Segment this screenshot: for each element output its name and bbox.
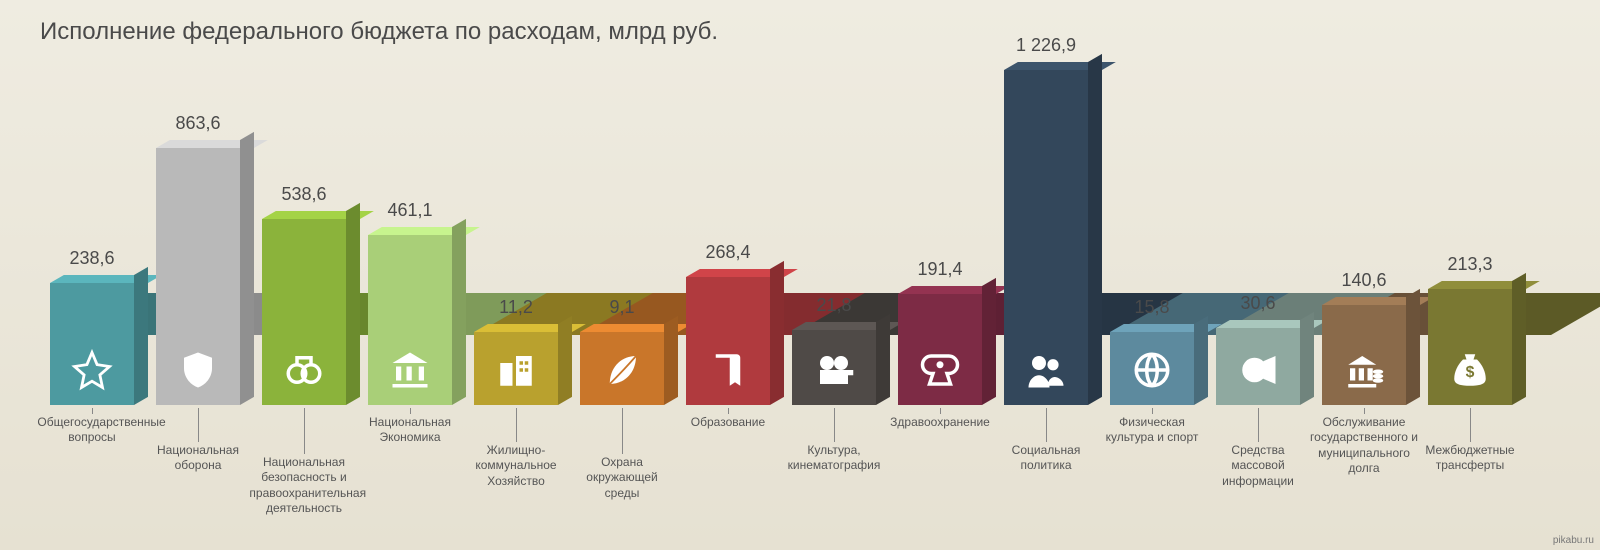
- category-label: Общегосударственные вопросы: [37, 415, 146, 446]
- category-label: Жилищно-коммунальное Хозяйство: [461, 443, 570, 489]
- category-column: 1 226,9Социальная политика: [1004, 70, 1088, 540]
- bar: 538,6: [262, 219, 346, 335]
- housing-icon: [474, 335, 558, 405]
- bar: 461,1: [368, 235, 452, 335]
- bar: 213,3: [1428, 289, 1512, 335]
- bank-icon: [368, 335, 452, 405]
- category-column: 213,3$Межбюджетные трансферты: [1428, 70, 1512, 540]
- axis-tick: [304, 408, 305, 454]
- bar-value-label: 191,4: [898, 259, 982, 280]
- category-label: Физическая культура и спорт: [1097, 415, 1206, 446]
- ball-icon: [1110, 335, 1194, 405]
- category-column: 11,2Жилищно-коммунальное Хозяйство: [474, 70, 558, 540]
- bar: 30,6: [1216, 328, 1300, 335]
- health-icon: [898, 335, 982, 405]
- bar: 140,6: [1322, 305, 1406, 335]
- axis-tick: [940, 408, 941, 414]
- axis-tick: [622, 408, 623, 454]
- bag-icon: $: [1428, 335, 1512, 405]
- bar: 268,4: [686, 277, 770, 335]
- category-label: Культура, кинематография: [779, 443, 888, 474]
- chart-title: Исполнение федерального бюджета по расхо…: [40, 18, 718, 46]
- bar-value-label: 538,6: [262, 184, 346, 205]
- category-column: 538,6Национальная безопасность и правоох…: [262, 70, 346, 540]
- category-label: Образование: [673, 415, 782, 430]
- bar: 191,4: [898, 294, 982, 335]
- axis-tick: [1364, 408, 1365, 414]
- axis-tick: [728, 408, 729, 414]
- budget-bar-chart: 238,6Общегосударственные вопросы863,6Нац…: [50, 70, 1570, 540]
- cuffs-icon: [262, 335, 346, 405]
- axis-tick: [1046, 408, 1047, 442]
- bar-value-label: 30,6: [1216, 293, 1300, 314]
- film-icon: [792, 335, 876, 405]
- bar-value-label: 268,4: [686, 242, 770, 263]
- category-label: Национальная Экономика: [355, 415, 464, 446]
- category-label: Национальная безопасность и правоохранит…: [249, 455, 358, 516]
- axis-tick: [516, 408, 517, 442]
- bar-value-label: 11,2: [474, 297, 558, 318]
- bar-value-label: 863,6: [156, 113, 240, 134]
- bar-value-label: 140,6: [1322, 270, 1406, 291]
- bar: 1 226,9: [1004, 70, 1088, 335]
- category-column: 21,8Культура, кинематография: [792, 70, 876, 540]
- category-label: Средства массовой информации: [1203, 443, 1312, 489]
- category-label: Межбюджетные трансферты: [1415, 443, 1524, 474]
- category-column: 863,6Национальная оборона: [156, 70, 240, 540]
- book-icon: [686, 335, 770, 405]
- debt-icon: [1322, 335, 1406, 405]
- bar-value-label: 15,8: [1110, 297, 1194, 318]
- people-icon: [1004, 335, 1088, 405]
- bar-value-label: 21,8: [792, 295, 876, 316]
- axis-tick: [834, 408, 835, 442]
- bar-value-label: 461,1: [368, 200, 452, 221]
- star-icon: [50, 335, 134, 405]
- svg-text:$: $: [1466, 364, 1475, 381]
- bar-value-label: 213,3: [1428, 254, 1512, 275]
- bar-value-label: 9,1: [580, 297, 664, 318]
- category-column: 30,6Средства массовой информации: [1216, 70, 1300, 540]
- axis-tick: [198, 408, 199, 442]
- category-column: 461,1Национальная Экономика: [368, 70, 452, 540]
- axis-tick: [410, 408, 411, 414]
- axis-tick: [1470, 408, 1471, 442]
- shield-icon: [156, 335, 240, 405]
- media-icon: [1216, 335, 1300, 405]
- category-column: 15,8Физическая культура и спорт: [1110, 70, 1194, 540]
- watermark-text: pikabu.ru: [1553, 535, 1594, 546]
- category-column: 238,6Общегосударственные вопросы: [50, 70, 134, 540]
- axis-tick: [92, 408, 93, 414]
- category-column: 268,4Образование: [686, 70, 770, 540]
- bar-value-label: 1 226,9: [1004, 35, 1088, 56]
- category-label: Здравоохранение: [885, 415, 994, 430]
- category-label: Социальная политика: [991, 443, 1100, 474]
- bar: 863,6: [156, 148, 240, 335]
- bar-value-label: 238,6: [50, 248, 134, 269]
- category-label: Национальная оборона: [143, 443, 252, 474]
- category-column: 191,4Здравоохранение: [898, 70, 982, 540]
- axis-tick: [1258, 408, 1259, 442]
- category-column: 9,1Охрана окружающей среды: [580, 70, 664, 540]
- category-column: 140,6Обслуживание государственного и мун…: [1322, 70, 1406, 540]
- bar: 238,6: [50, 283, 134, 335]
- axis-tick: [1152, 408, 1153, 414]
- leaf-icon: [580, 335, 664, 405]
- category-label: Охрана окружающей среды: [567, 455, 676, 501]
- category-label: Обслуживание государственного и муниципа…: [1309, 415, 1418, 476]
